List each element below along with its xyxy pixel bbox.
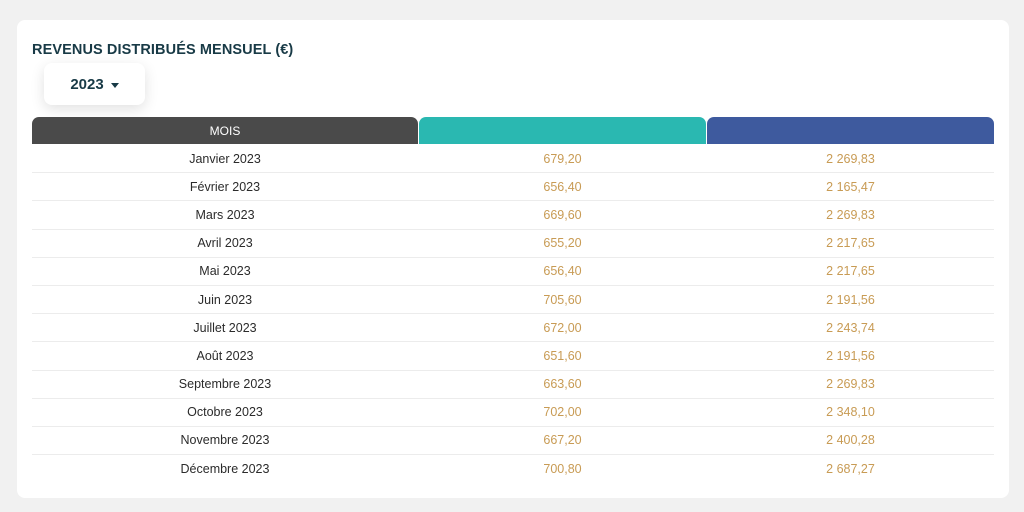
value-cell-2: 2 243,74 xyxy=(826,320,875,335)
table-row: Juin 2023 705,60 2 191,56 xyxy=(32,286,994,315)
column-header-3 xyxy=(707,117,994,144)
month-cell: Septembre 2023 xyxy=(178,377,272,392)
year-dropdown[interactable]: 2023 xyxy=(44,63,145,105)
table-row: Septembre 2023 663,60 2 269,83 xyxy=(32,371,994,399)
table-body: Janvier 2023 679,20 2 269,83 Février 2023 65… xyxy=(32,145,994,483)
value-cell-1: 663,60 xyxy=(543,377,582,392)
table-row: Octobre 2023 702,00 2 348,10 xyxy=(32,399,994,427)
value-cell-2: 2 687,27 xyxy=(826,462,875,477)
month-cell: Avril 2023 xyxy=(197,236,253,251)
table-row: Mars 2023 669,60 2 269,83 xyxy=(32,201,994,230)
table-row: Novembre 2023 667,20 2 400,28 xyxy=(32,427,994,456)
month-cell: Mai 2023 xyxy=(199,264,251,279)
value-cell-2: 2 191,56 xyxy=(826,348,875,363)
table-row: Janvier 2023 679,20 2 269,83 xyxy=(32,145,994,174)
month-cell: Décembre 2023 xyxy=(180,462,270,477)
value-cell-1: 656,40 xyxy=(543,264,582,279)
month-cell: Juillet 2023 xyxy=(193,320,257,335)
table-row: Février 2023 656,40 2 165,47 xyxy=(32,173,994,202)
value-cell-1: 702,00 xyxy=(543,405,582,420)
month-cell: Juin 2023 xyxy=(197,292,253,307)
value-cell-2: 2 269,83 xyxy=(826,151,875,166)
value-cell-1: 672,00 xyxy=(543,320,582,335)
value-cell-1: 700,80 xyxy=(543,462,582,477)
month-cell: Août 2023 xyxy=(196,348,254,363)
value-cell-1: 705,60 xyxy=(543,292,582,307)
value-cell-1: 651,60 xyxy=(543,348,582,363)
table-row: Décembre 2023 700,80 2 687,27 xyxy=(32,455,994,483)
month-cell: Mars 2023 xyxy=(195,207,255,222)
value-cell-2: 2 165,47 xyxy=(826,179,875,194)
value-cell-1: 669,60 xyxy=(543,207,582,222)
value-cell-1: 655,20 xyxy=(543,236,582,251)
value-cell-2: 2 269,83 xyxy=(826,207,875,222)
value-cell-2: 2 191,56 xyxy=(826,292,875,307)
value-cell-2: 2 217,65 xyxy=(826,264,875,279)
table-row: Juillet 2023 672,00 2 243,74 xyxy=(32,314,994,343)
month-cell: Octobre 2023 xyxy=(187,405,263,420)
year-dropdown-value: 2023 xyxy=(70,75,104,93)
table-row: Avril 2023 655,20 2 217,65 xyxy=(32,230,994,258)
month-cell: Février 2023 xyxy=(189,179,261,194)
value-cell-2: 2 217,65 xyxy=(826,236,875,251)
value-cell-2: 2 400,28 xyxy=(826,433,875,448)
table-header: MOIS xyxy=(32,117,994,144)
table-row: Mai 2023 656,40 2 217,65 xyxy=(32,258,994,286)
value-cell-1: 656,40 xyxy=(543,179,582,194)
caret-down-icon xyxy=(110,82,119,88)
revenue-card: REVENUS DISTRIBUÉS MENSUEL (€) 2023 MOIS… xyxy=(17,20,1009,498)
value-cell-2: 2 348,10 xyxy=(826,405,875,420)
value-cell-1: 667,20 xyxy=(543,433,582,448)
month-cell: Novembre 2023 xyxy=(180,433,270,448)
value-cell-2: 2 269,83 xyxy=(826,377,875,392)
value-cell-1: 679,20 xyxy=(543,151,582,166)
month-cell: Janvier 2023 xyxy=(189,151,261,166)
table-row: Août 2023 651,60 2 191,56 xyxy=(32,342,994,371)
page-title: REVENUS DISTRIBUÉS MENSUEL (€) xyxy=(32,42,294,58)
column-header-2 xyxy=(419,117,706,144)
column-header-mois: MOIS xyxy=(32,117,418,144)
